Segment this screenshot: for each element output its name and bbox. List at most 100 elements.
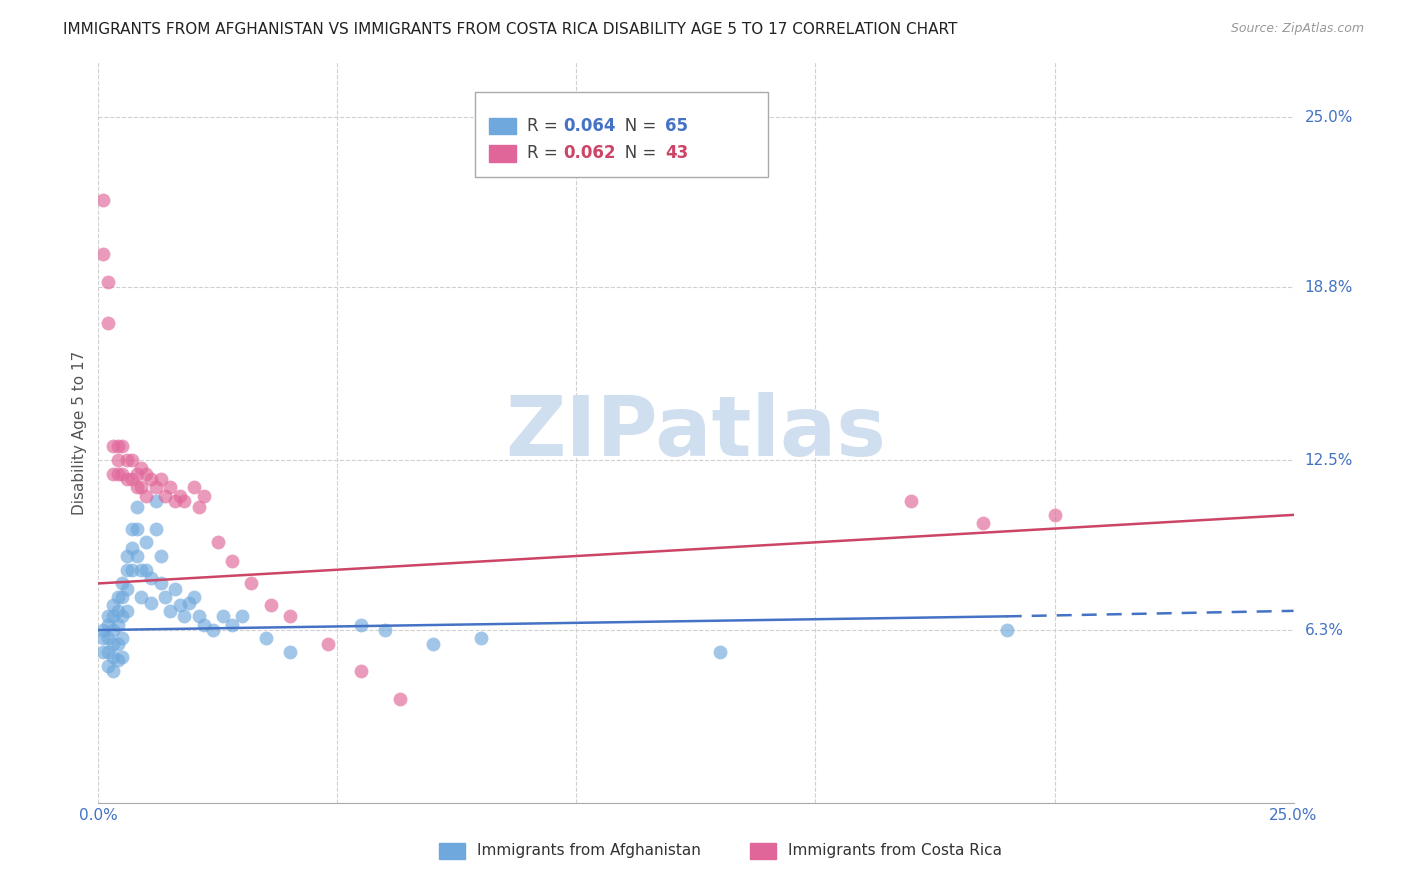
Point xyxy=(187,609,209,624)
Point xyxy=(115,563,138,577)
Point xyxy=(159,480,181,494)
Point xyxy=(101,439,124,453)
FancyBboxPatch shape xyxy=(475,92,768,178)
Point xyxy=(207,535,229,549)
Point xyxy=(900,494,922,508)
Point xyxy=(101,623,124,637)
Point xyxy=(149,576,172,591)
Point xyxy=(350,664,373,678)
Text: ZIPatlas: ZIPatlas xyxy=(506,392,886,473)
Point xyxy=(259,599,281,613)
Point xyxy=(111,576,134,591)
Text: Immigrants from Costa Rica: Immigrants from Costa Rica xyxy=(787,844,1002,858)
Point xyxy=(155,590,177,604)
Point xyxy=(107,439,129,453)
Point xyxy=(131,563,153,577)
Point xyxy=(131,590,153,604)
Point xyxy=(159,604,181,618)
Point xyxy=(91,632,114,646)
Point xyxy=(422,637,444,651)
Point xyxy=(111,609,134,624)
Point xyxy=(254,632,277,646)
Text: 65: 65 xyxy=(665,117,688,135)
FancyBboxPatch shape xyxy=(749,843,776,859)
Point xyxy=(97,658,120,673)
Point xyxy=(111,439,134,453)
Point xyxy=(121,541,143,555)
Point xyxy=(101,467,124,481)
Point xyxy=(278,609,301,624)
Point xyxy=(115,472,138,486)
Point xyxy=(101,650,124,665)
Text: N =: N = xyxy=(609,145,661,162)
Point xyxy=(111,467,134,481)
Point xyxy=(163,582,186,596)
Point xyxy=(278,645,301,659)
Point xyxy=(169,599,191,613)
Point xyxy=(211,609,233,624)
Point xyxy=(240,576,263,591)
Text: 0.062: 0.062 xyxy=(564,145,616,162)
Point xyxy=(995,623,1018,637)
Point xyxy=(183,590,205,604)
Point xyxy=(145,480,167,494)
Point xyxy=(111,632,134,646)
Point xyxy=(139,596,162,610)
Point xyxy=(121,563,143,577)
Text: 43: 43 xyxy=(665,145,688,162)
Point xyxy=(125,480,148,494)
Text: N =: N = xyxy=(609,117,661,135)
Point xyxy=(221,554,243,568)
Point xyxy=(179,596,201,610)
Text: 18.8%: 18.8% xyxy=(1305,280,1353,294)
Point xyxy=(193,489,215,503)
Point xyxy=(111,650,134,665)
Point xyxy=(193,617,215,632)
Point xyxy=(169,489,191,503)
Point xyxy=(350,617,373,632)
Point xyxy=(231,609,253,624)
Point xyxy=(97,316,120,330)
Point xyxy=(135,563,157,577)
Point xyxy=(163,494,186,508)
Point xyxy=(149,472,172,486)
Point xyxy=(135,535,157,549)
Text: 6.3%: 6.3% xyxy=(1305,623,1344,638)
Point xyxy=(139,571,162,585)
Point xyxy=(107,653,129,667)
Point xyxy=(187,500,209,514)
Y-axis label: Disability Age 5 to 17: Disability Age 5 to 17 xyxy=(72,351,87,515)
Point xyxy=(183,480,205,494)
Point xyxy=(173,494,195,508)
Point xyxy=(101,609,124,624)
Point xyxy=(155,489,177,503)
Point xyxy=(111,590,134,604)
Point xyxy=(145,522,167,536)
Point xyxy=(131,480,153,494)
Point xyxy=(107,604,129,618)
Point xyxy=(107,590,129,604)
Point xyxy=(135,489,157,503)
Point xyxy=(316,637,339,651)
Text: 12.5%: 12.5% xyxy=(1305,452,1353,467)
Point xyxy=(121,453,143,467)
Point xyxy=(139,472,162,486)
Point xyxy=(173,609,195,624)
Point xyxy=(115,549,138,563)
FancyBboxPatch shape xyxy=(439,843,465,859)
Text: Source: ZipAtlas.com: Source: ZipAtlas.com xyxy=(1230,22,1364,36)
Point xyxy=(101,637,124,651)
Point xyxy=(91,247,114,261)
Point xyxy=(91,645,114,659)
Point xyxy=(101,599,124,613)
Point xyxy=(91,623,114,637)
Point xyxy=(125,467,148,481)
Text: R =: R = xyxy=(527,145,564,162)
Point xyxy=(101,664,124,678)
Point xyxy=(221,617,243,632)
Text: IMMIGRANTS FROM AFGHANISTAN VS IMMIGRANTS FROM COSTA RICA DISABILITY AGE 5 TO 17: IMMIGRANTS FROM AFGHANISTAN VS IMMIGRANT… xyxy=(63,22,957,37)
Point xyxy=(202,623,225,637)
Point xyxy=(97,632,120,646)
FancyBboxPatch shape xyxy=(489,118,516,135)
Point xyxy=(107,617,129,632)
